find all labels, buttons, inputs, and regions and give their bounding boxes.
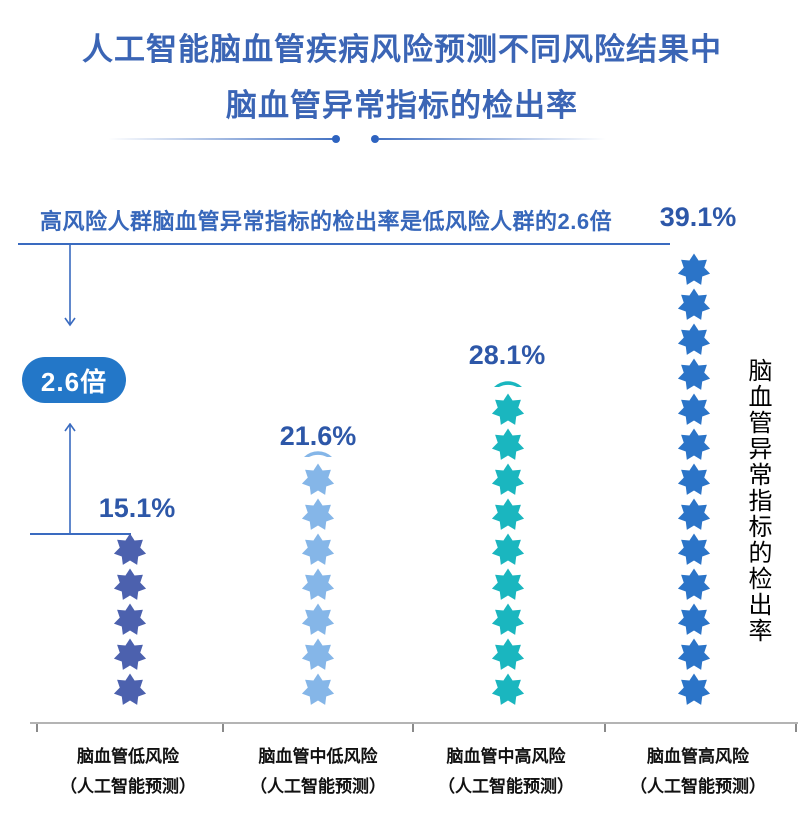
star-icon <box>677 603 711 635</box>
value-label-mid-high: 28.1% <box>468 340 546 370</box>
star-icon <box>491 673 525 705</box>
category-label-line1: 脑血管低风险 <box>77 747 179 766</box>
star-icon <box>677 533 711 565</box>
star-icon <box>113 638 147 670</box>
star-icon <box>677 253 711 285</box>
star-icon <box>677 498 711 530</box>
ratio-guide-line-bottom <box>30 533 131 535</box>
category-label-line2: （人工智能预测） <box>630 777 766 796</box>
title-divider-left-line <box>108 138 336 140</box>
y-axis-label: 脑血管异常指标的检出率 <box>744 358 771 644</box>
category-label-line2: （人工智能预测） <box>60 777 196 796</box>
star-icon <box>113 533 147 565</box>
ratio-guide-line-top <box>18 243 670 245</box>
star-icon <box>677 358 711 390</box>
star-icon <box>301 603 335 635</box>
title-divider-dot-right <box>371 135 379 143</box>
star-icon <box>301 463 335 495</box>
star-icon <box>677 673 711 705</box>
pictogram-column-mid-low <box>301 446 335 707</box>
category-label-line1: 脑血管高风险 <box>647 747 749 766</box>
value-label-mid-low: 21.6% <box>279 421 357 451</box>
arrow-down-icon <box>64 245 76 327</box>
axis-tick <box>36 724 38 732</box>
star-icon <box>677 568 711 600</box>
pictogram-column-mid-high <box>491 376 525 707</box>
star-icon <box>491 393 525 425</box>
axis-tick <box>222 724 224 732</box>
category-label-high: 脑血管高风险 （人工智能预测） <box>598 742 798 802</box>
pictogram-column-low <box>113 533 147 707</box>
arrow-up-icon <box>64 423 76 533</box>
x-axis <box>30 722 798 732</box>
category-label-low: 脑血管低风险 （人工智能预测） <box>28 742 228 802</box>
star-icon <box>301 568 335 600</box>
partial-star-icon <box>304 451 332 457</box>
star-icon <box>677 463 711 495</box>
star-icon <box>491 603 525 635</box>
value-label-low: 15.1% <box>98 493 176 523</box>
pictogram-column-high <box>677 253 711 707</box>
star-icon <box>113 673 147 705</box>
title-divider-right-line <box>378 138 606 140</box>
category-label-line1: 脑血管中高风险 <box>446 747 566 766</box>
page-title: 人工智能脑血管疾病风险预测不同风险结果中 脑血管异常指标的检出率 <box>0 22 804 134</box>
star-icon <box>677 393 711 425</box>
category-label-line1: 脑血管中低风险 <box>258 747 378 766</box>
partial-star-icon <box>494 381 522 387</box>
star-icon <box>301 638 335 670</box>
star-icon <box>301 673 335 705</box>
star-icon <box>677 428 711 460</box>
star-icon <box>491 533 525 565</box>
star-icon <box>113 603 147 635</box>
value-label-high: 39.1% <box>659 202 737 232</box>
annotation-text: 高风险人群脑血管异常指标的检出率是低风险人群的2.6倍 <box>40 209 613 234</box>
ratio-badge: 2.6倍 <box>22 357 126 403</box>
page-title-line1: 人工智能脑血管疾病风险预测不同风险结果中 <box>82 32 722 67</box>
star-icon <box>491 638 525 670</box>
star-icon <box>491 463 525 495</box>
category-label-mid-high: 脑血管中高风险 （人工智能预测） <box>406 742 606 802</box>
star-icon <box>491 498 525 530</box>
category-label-line2: （人工智能预测） <box>438 777 574 796</box>
star-icon <box>301 498 335 530</box>
star-icon <box>491 428 525 460</box>
category-label-mid-low: 脑血管中低风险 （人工智能预测） <box>218 742 418 802</box>
star-icon <box>113 568 147 600</box>
title-divider-dot-left <box>332 135 340 143</box>
category-label-line2: （人工智能预测） <box>250 777 386 796</box>
axis-tick <box>412 724 414 732</box>
star-icon <box>677 323 711 355</box>
axis-tick <box>604 724 606 732</box>
axis-tick <box>795 724 797 732</box>
page-title-line2: 脑血管异常指标的检出率 <box>226 88 578 123</box>
star-icon <box>677 638 711 670</box>
star-icon <box>301 533 335 565</box>
star-icon <box>677 288 711 320</box>
star-icon <box>491 568 525 600</box>
